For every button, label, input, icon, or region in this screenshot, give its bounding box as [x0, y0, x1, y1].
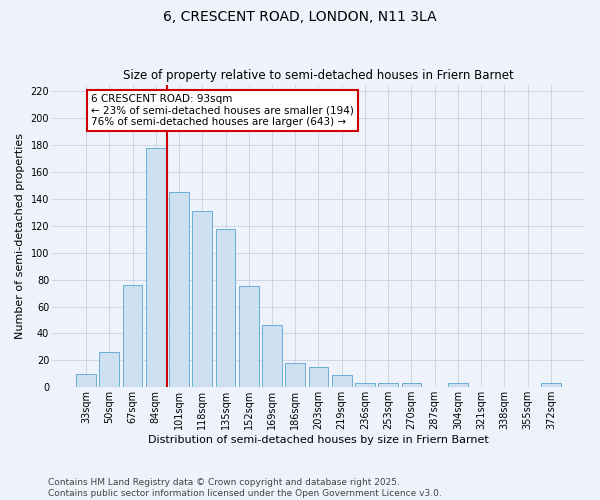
- Y-axis label: Number of semi-detached properties: Number of semi-detached properties: [15, 133, 25, 339]
- X-axis label: Distribution of semi-detached houses by size in Friern Barnet: Distribution of semi-detached houses by …: [148, 435, 489, 445]
- Title: Size of property relative to semi-detached houses in Friern Barnet: Size of property relative to semi-detach…: [123, 69, 514, 82]
- Bar: [146, 148, 166, 388]
- Bar: [332, 375, 352, 388]
- Bar: [169, 192, 189, 388]
- Text: Contains HM Land Registry data © Crown copyright and database right 2025.
Contai: Contains HM Land Registry data © Crown c…: [48, 478, 442, 498]
- Bar: [100, 352, 119, 388]
- Bar: [355, 384, 375, 388]
- Bar: [308, 367, 328, 388]
- Text: 6 CRESCENT ROAD: 93sqm
← 23% of semi-detached houses are smaller (194)
76% of se: 6 CRESCENT ROAD: 93sqm ← 23% of semi-det…: [91, 94, 353, 127]
- Bar: [286, 363, 305, 388]
- Text: 6, CRESCENT ROAD, LONDON, N11 3LA: 6, CRESCENT ROAD, LONDON, N11 3LA: [163, 10, 437, 24]
- Bar: [448, 384, 468, 388]
- Bar: [122, 285, 142, 388]
- Bar: [193, 211, 212, 388]
- Bar: [76, 374, 96, 388]
- Bar: [239, 286, 259, 388]
- Bar: [215, 228, 235, 388]
- Bar: [401, 384, 421, 388]
- Bar: [262, 326, 282, 388]
- Bar: [379, 384, 398, 388]
- Bar: [541, 384, 561, 388]
